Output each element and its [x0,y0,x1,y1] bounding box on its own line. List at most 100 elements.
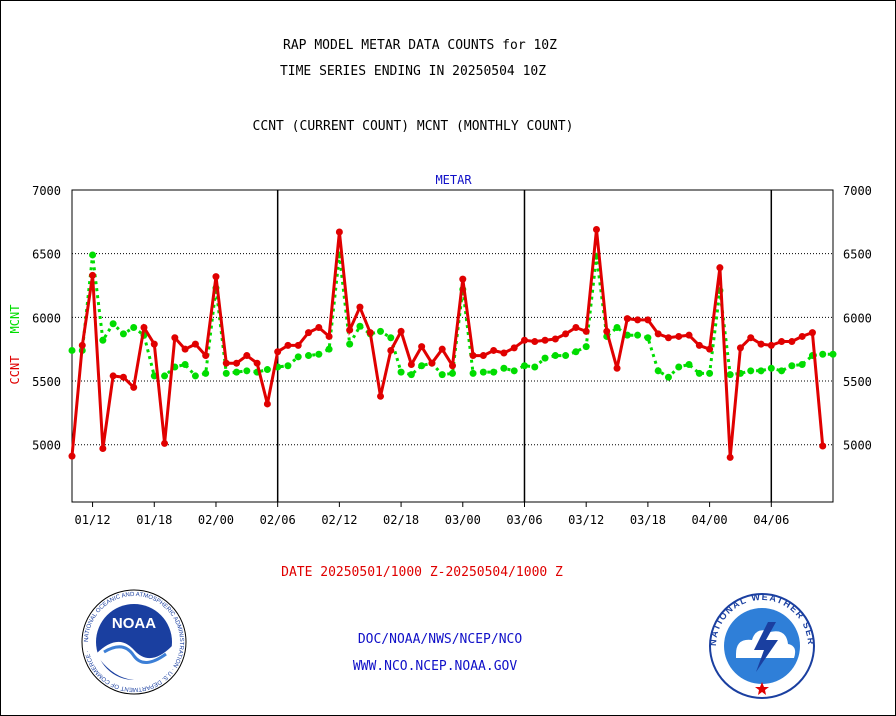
data-point-mcnt [664,373,672,381]
data-point-ccnt [356,303,364,311]
data-point-mcnt [541,354,549,362]
data-point-ccnt [603,327,611,335]
data-point-ccnt [788,338,796,346]
x-tick-label: 04/06 [753,513,789,527]
y-tick-label-right: 6000 [843,311,872,325]
data-point-mcnt [99,336,107,344]
data-point-mcnt [819,350,827,358]
data-point-mcnt [685,360,693,368]
data-point-mcnt [778,367,786,375]
data-point-mcnt [263,366,271,374]
data-point-ccnt [778,338,786,346]
data-point-ccnt [685,331,693,339]
x-tick-label: 03/06 [506,513,542,527]
data-point-ccnt [284,341,292,349]
data-point-ccnt [767,341,775,349]
data-point-ccnt [520,336,528,344]
data-point-mcnt [613,324,621,332]
data-point-mcnt [161,372,169,380]
data-point-ccnt [130,383,138,391]
data-point-ccnt [479,352,487,360]
data-point-mcnt [377,327,385,335]
data-point-mcnt [582,343,590,351]
data-point-ccnt [438,345,446,353]
data-point-mcnt [531,363,539,371]
axis-labels: 5000 5000 5500 5500 6000 6000 6500 6500 7000 7000… [8,173,872,527]
panel-title: METAR [435,173,472,187]
series-line-ccnt [70,229,825,458]
data-point-ccnt [644,316,652,324]
data-point-ccnt [377,392,385,400]
y-tick-label-left: 6500 [32,248,61,262]
noaa-logo-label: NOAA [112,615,156,632]
data-point-mcnt [572,348,580,356]
data-point-mcnt [706,369,714,377]
data-point-ccnt [736,344,744,352]
data-point-ccnt [99,445,107,453]
data-point-ccnt [222,359,230,367]
data-point-ccnt [407,360,415,368]
data-point-mcnt [767,364,775,372]
data-point-mcnt [675,363,683,371]
data-point-ccnt [346,326,354,334]
data-point-ccnt [428,359,436,367]
data-point-mcnt [788,362,796,370]
data-point-mcnt [315,350,323,358]
data-point-ccnt [500,349,508,357]
data-point-mcnt [798,360,806,368]
data-point-mcnt [654,367,662,375]
data-point-ccnt [212,273,220,281]
y-tick-label-right: 6500 [843,248,872,262]
data-point-mcnt [243,367,251,375]
data-point-mcnt [284,362,292,370]
data-point-mcnt [510,367,518,375]
data-point-ccnt [623,315,631,323]
data-point-ccnt [68,452,76,460]
data-point-mcnt [68,346,76,354]
data-point-ccnt [305,329,313,337]
data-point-ccnt [757,340,765,348]
data-point-mcnt [89,251,97,259]
data-point-ccnt [551,335,559,343]
data-point-ccnt [150,340,158,348]
x-tick-label: 02/18 [383,513,419,527]
date-range: DATE 20250501/1000 Z-20250504/1000 Z [281,565,563,580]
data-point-mcnt [356,322,364,330]
data-point-ccnt [171,334,179,342]
x-tick-label: 03/18 [630,513,666,527]
x-tick-label: 03/00 [445,513,481,527]
y-tick-label-left: 7000 [32,184,61,198]
data-point-mcnt [757,367,765,375]
data-point-ccnt [592,225,600,233]
plot-frame [71,189,834,503]
footer-url[interactable]: WWW.NCO.NCEP.NOAA.GOV [352,659,518,674]
data-point-ccnt [191,340,199,348]
data-point-ccnt [695,341,703,349]
data-point-mcnt [407,371,415,379]
x-tick-label: 03/12 [568,513,604,527]
data-point-ccnt [119,373,127,381]
nws-logo-icon: NATIONAL WEATHER SERVICE [706,592,815,699]
data-point-mcnt [222,369,230,377]
data-point-ccnt [459,275,467,283]
x-tick-label: 01/12 [75,513,111,527]
y-axis-label-ccnt: CCNT [8,356,22,385]
data-point-ccnt [140,324,148,332]
data-point-mcnt [500,364,508,372]
data-point-ccnt [582,327,590,335]
data-point-mcnt [418,362,426,370]
data-point-mcnt [233,368,241,376]
data-point-mcnt [387,334,395,342]
x-tick-label: 02/12 [321,513,357,527]
data-point-mcnt [109,320,117,328]
data-point-mcnt [726,371,734,379]
y-axis-label-mcnt: MCNT [8,305,22,334]
data-point-ccnt [325,332,333,340]
data-point-ccnt [469,352,477,360]
data-point-ccnt [397,327,405,335]
y-tick-label-right: 7000 [843,184,872,198]
data-point-ccnt [706,345,714,353]
data-point-ccnt [634,316,642,324]
data-point-ccnt [449,362,456,370]
